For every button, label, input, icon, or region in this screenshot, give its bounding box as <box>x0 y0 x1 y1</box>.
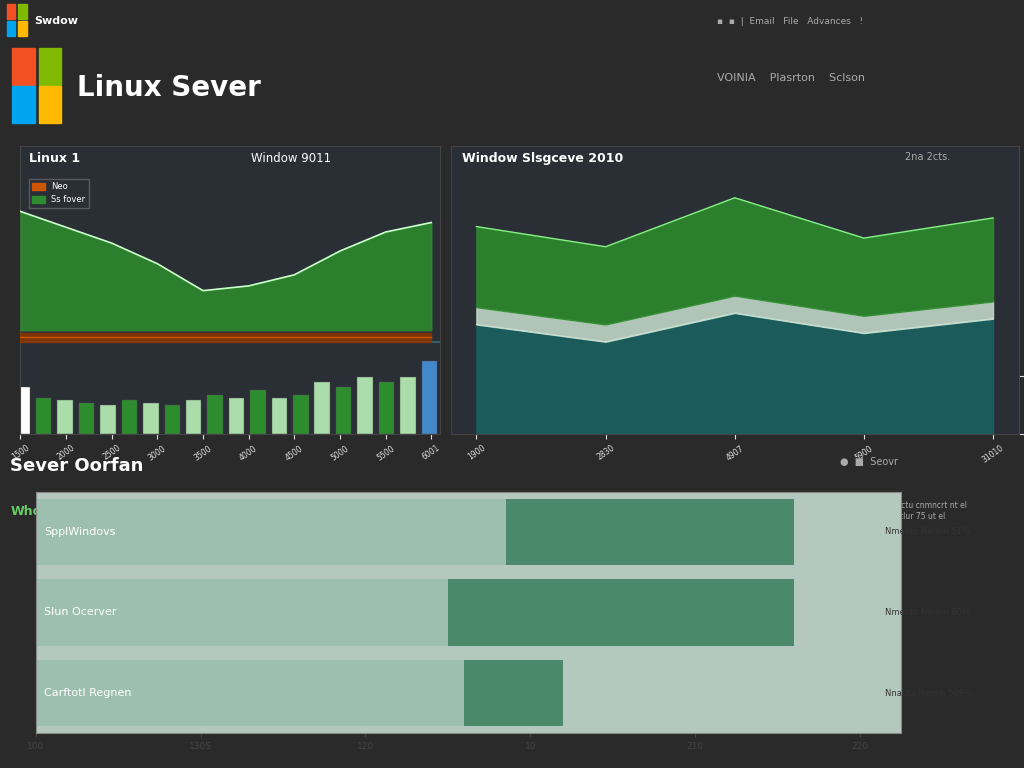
Text: Nnauta Nemin 509%: Nnauta Nemin 509% <box>885 689 972 697</box>
Text: SpplWindovs: SpplWindovs <box>44 527 116 537</box>
Bar <box>250 390 266 434</box>
Text: Swdow: Swdow <box>34 16 78 26</box>
Bar <box>36 660 464 727</box>
Bar <box>36 398 51 434</box>
Legend: Neo, Ss fover: Neo, Ss fover <box>29 179 89 207</box>
Text: Sever Oorfan: Sever Oorfan <box>10 457 143 475</box>
Bar <box>400 377 416 434</box>
Bar <box>422 362 437 434</box>
Bar <box>36 579 447 646</box>
Bar <box>186 400 202 434</box>
Text: 0800: 0800 <box>610 506 634 516</box>
FancyBboxPatch shape <box>7 5 15 19</box>
Text: Cnctu cnmncrt nt el
cntlur 75 ut el: Cnctu cnmncrt nt el cntlur 75 ut el <box>891 502 967 521</box>
Bar <box>143 403 159 434</box>
FancyBboxPatch shape <box>39 87 61 124</box>
Text: ●  ■  Seovr: ● ■ Seovr <box>840 457 898 467</box>
FancyBboxPatch shape <box>12 48 35 84</box>
Bar <box>122 400 137 434</box>
Bar <box>271 398 287 434</box>
Bar <box>228 398 245 434</box>
FancyBboxPatch shape <box>39 48 61 84</box>
Text: 500: 500 <box>114 506 132 516</box>
Text: Window Slsgceve 2010: Window Slsgceve 2010 <box>462 152 624 164</box>
Text: Slun Ocerver: Slun Ocerver <box>44 607 117 617</box>
Bar <box>357 377 373 434</box>
Text: Nmento Nemin 51%: Nmento Nemin 51% <box>885 528 970 536</box>
Text: CE10: CE10 <box>359 506 385 516</box>
Text: 2na 2cts.: 2na 2cts. <box>905 152 950 162</box>
Bar <box>447 579 794 646</box>
Bar <box>464 660 563 727</box>
Text: ▪  ▪  |  Email   File   Advances   !: ▪ ▪ | Email File Advances ! <box>717 17 863 25</box>
Text: EX90: EX90 <box>276 506 302 516</box>
Text: 177: 177 <box>197 506 215 516</box>
Bar <box>379 382 394 434</box>
FancyBboxPatch shape <box>18 5 27 19</box>
Text: Whdovs: Whdovs <box>10 505 66 518</box>
Text: Carftotl Regnen: Carftotl Regnen <box>44 688 131 698</box>
FancyBboxPatch shape <box>7 22 15 36</box>
Bar <box>36 498 506 565</box>
Bar <box>208 395 223 434</box>
Text: VOINIA    Plasrton    Sclson: VOINIA Plasrton Sclson <box>717 72 865 83</box>
Bar <box>14 387 30 434</box>
FancyBboxPatch shape <box>18 22 27 36</box>
Text: Linux Sever: Linux Sever <box>77 74 261 102</box>
Bar <box>293 395 308 434</box>
Bar <box>314 382 330 434</box>
Text: Window 9011: Window 9011 <box>252 152 332 164</box>
Bar <box>100 406 116 434</box>
Bar <box>79 403 94 434</box>
Bar <box>165 406 180 434</box>
Bar <box>336 387 351 434</box>
Text: S00: S00 <box>696 506 715 516</box>
Bar <box>506 498 794 565</box>
Text: 500: 500 <box>779 506 798 516</box>
Text: Linux 1: Linux 1 <box>29 152 80 164</box>
Text: Nmento Nemin 80%: Nmento Nemin 80% <box>885 608 970 617</box>
Text: 177: 177 <box>529 506 548 516</box>
Bar <box>57 400 73 434</box>
Text: 000: 000 <box>446 506 465 516</box>
FancyBboxPatch shape <box>12 87 35 124</box>
